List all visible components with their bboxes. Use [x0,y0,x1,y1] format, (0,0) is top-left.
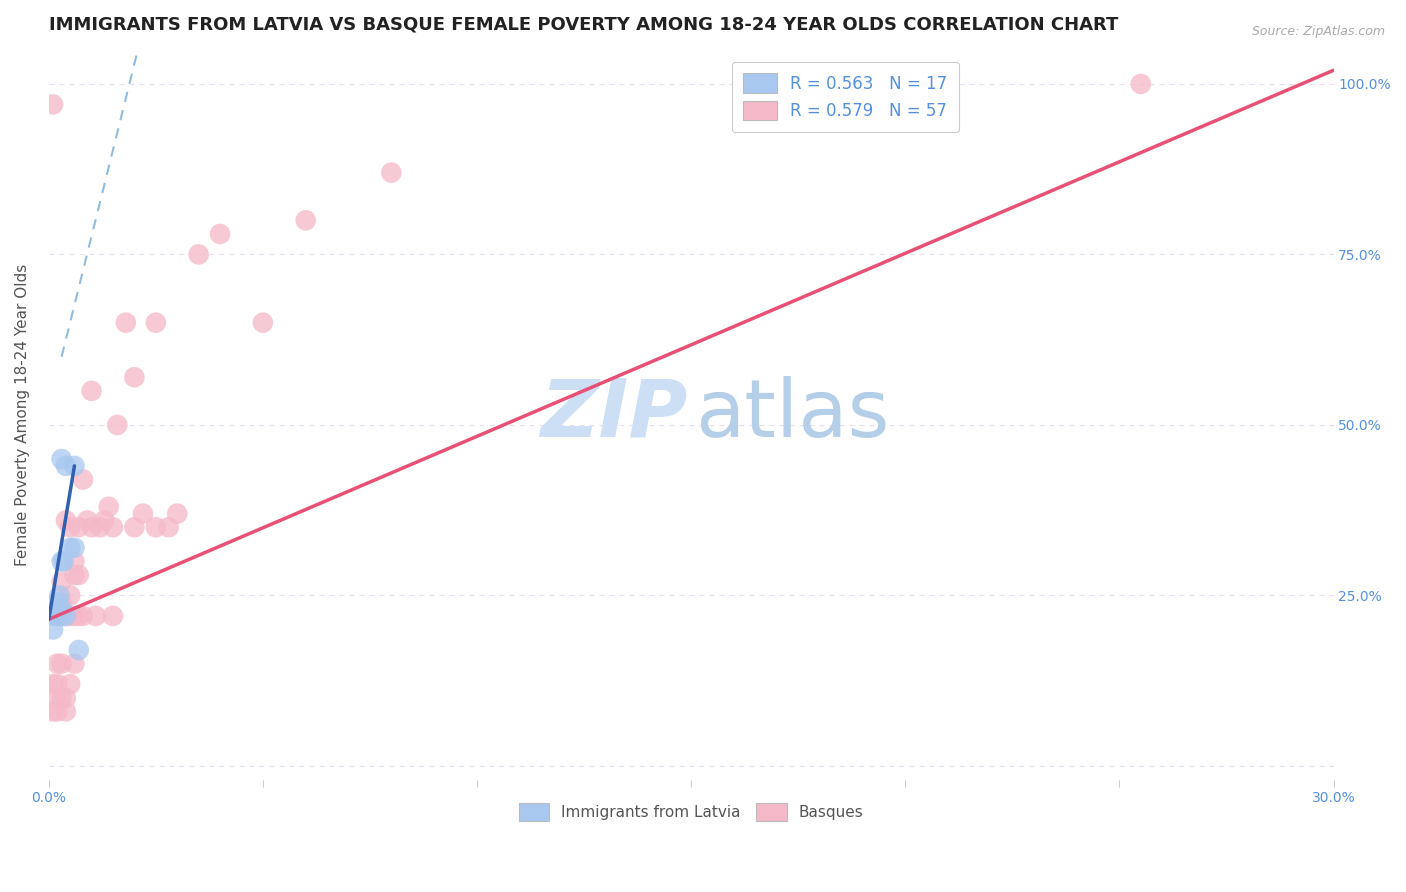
Point [72,608,94,623]
Point [67,568,90,582]
Point [51,554,73,568]
Point [124,520,146,534]
Point [59,589,82,603]
Point [80,520,103,534]
Point [187,247,209,261]
Point [63,568,86,582]
Point [48,608,70,623]
Point [63,657,86,671]
Point [84,608,107,623]
Point [46,608,69,623]
Point [80,384,103,398]
Point [380,165,402,179]
Point [97,500,120,514]
Point [72,473,94,487]
Point [52,608,75,623]
Point [42,705,65,719]
Point [166,507,188,521]
Point [59,520,82,534]
Point [59,608,82,623]
Point [51,452,73,467]
Point [52,554,75,568]
Point [46,705,69,719]
Point [145,316,167,330]
Text: Source: ZipAtlas.com: Source: ZipAtlas.com [1251,25,1385,38]
Point [48,589,70,603]
Point [209,227,232,241]
Point [51,657,73,671]
Point [101,520,124,534]
Point [55,513,77,527]
Point [55,608,77,623]
Point [51,608,73,623]
Point [132,507,155,521]
Point [145,520,167,534]
Point [59,541,82,555]
Point [51,602,73,616]
Point [157,520,180,534]
Point [76,513,98,527]
Point [63,554,86,568]
Text: ZIP: ZIP [540,376,688,454]
Point [67,520,90,534]
Point [42,623,65,637]
Point [46,602,69,616]
Point [46,595,69,609]
Point [63,541,86,555]
Point [252,316,274,330]
Point [46,608,69,623]
Point [294,213,316,227]
Text: atlas: atlas [695,376,890,454]
Point [46,657,69,671]
Point [55,458,77,473]
Point [46,677,69,691]
Point [101,608,124,623]
Text: IMMIGRANTS FROM LATVIA VS BASQUE FEMALE POVERTY AMONG 18-24 YEAR OLDS CORRELATIO: IMMIGRANTS FROM LATVIA VS BASQUE FEMALE … [49,15,1118,33]
Point [124,370,146,384]
Point [55,690,77,705]
Point [44,690,66,705]
Point [51,602,73,616]
Point [51,595,73,609]
Point [67,643,90,657]
Point [89,520,111,534]
Point [63,608,86,623]
Point [51,608,73,623]
Y-axis label: Female Poverty Among 18-24 Year Olds: Female Poverty Among 18-24 Year Olds [15,264,30,566]
Legend: Immigrants from Latvia, Basques: Immigrants from Latvia, Basques [512,797,870,827]
Point [93,513,115,527]
Point [105,417,128,432]
Point [44,608,66,623]
Point [114,316,136,330]
Point [51,574,73,589]
Point [42,677,65,691]
Point [55,608,77,623]
Point [42,97,65,112]
Point [51,690,73,705]
Point [63,458,86,473]
Point [59,677,82,691]
Point [67,608,90,623]
Point [1129,77,1152,91]
Point [55,705,77,719]
